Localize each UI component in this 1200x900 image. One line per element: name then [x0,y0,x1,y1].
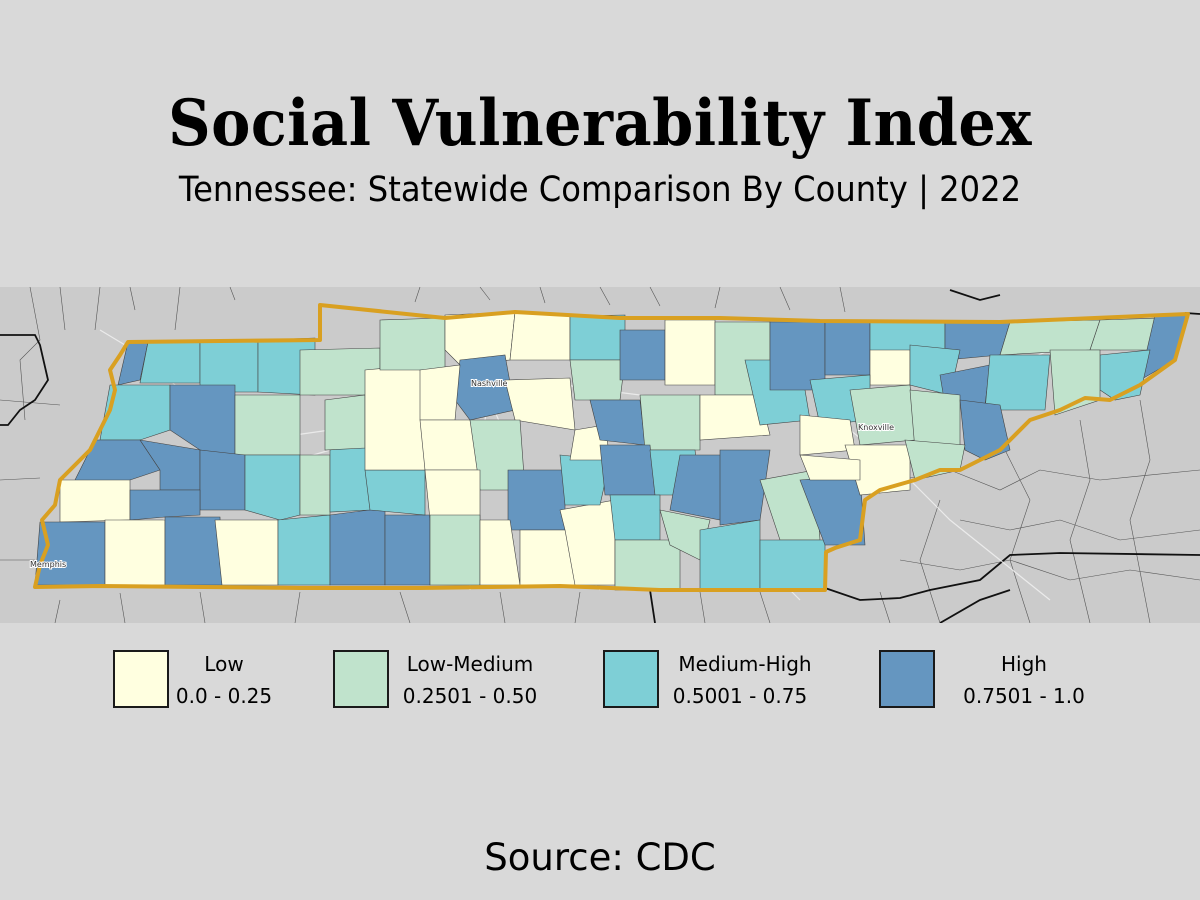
tennessee-outline [33,303,1190,592]
county-carroll [234,394,301,456]
county-union [869,349,911,386]
county-weakley [199,340,259,393]
page-subtitle: Tennessee: Statewide Comparison By Count… [178,170,1022,210]
city-label-memphis: Memphis [30,560,66,569]
county-monroe-n [799,454,861,481]
legend-range: 0.2501 - 0.50 [402,684,538,708]
choropleth-map: Nashville Knoxville Memphis [0,287,1200,623]
legend-item-medium-high: Medium-High 0.5001 - 0.75 [603,650,833,712]
legend-range: 0.7501 - 1.0 [963,684,1085,708]
county-cumberland [699,394,771,441]
county-haywood [129,489,201,521]
county-polygons [34,311,1189,591]
county-bedford [507,469,566,531]
county-fayette [104,519,166,586]
county-warren [599,444,656,496]
legend-swatch-high [879,650,935,708]
city-label-knoxville: Knoxville [858,423,894,432]
tennessee-county-map: Nashville Knoxville Memphis [0,287,1200,623]
legend-label: Low-Medium [406,652,534,676]
county-maury [424,469,481,521]
county-montgomery [379,317,446,371]
county-marion [614,539,681,591]
county-gibson [169,384,236,456]
county-cocke [959,399,1011,461]
county-henderson [244,454,301,521]
county-putnam [639,394,701,451]
source-credit: Source: CDC [484,836,716,879]
legend-range: 0.5001 - 0.75 [672,684,808,708]
county-madison [199,449,246,511]
legend-swatch-low-medium [333,650,389,708]
county-lewis [364,469,426,516]
legend-item-low: Low 0.0 - 0.25 [113,650,283,712]
legend-item-low-medium: Low-Medium 0.2501 - 0.50 [333,650,563,712]
county-macon [569,314,626,361]
county-bradley [759,539,826,591]
county-lawrence [384,514,431,586]
county-franklin [559,499,616,586]
county-dickson-hickman [364,364,426,471]
legend-label: Medium-High [678,652,812,676]
county-cheatham [419,364,461,421]
county-benton-humphreys [324,394,366,451]
county-perry [329,444,371,513]
county-giles [429,514,481,586]
county-sumner [509,311,571,361]
county-knox [849,384,916,446]
city-label-nashville: Nashville [471,379,508,388]
county-clay [619,329,666,381]
county-grundy [609,494,661,541]
county-smith [569,359,626,401]
county-decatur [299,454,331,516]
county-hamilton [699,519,761,591]
legend-swatch-medium-high [603,650,659,708]
legend-swatch-low [113,650,169,708]
legend-label: High [1001,652,1047,676]
county-greene [984,354,1051,411]
county-tipton [59,479,131,523]
legend-item-high: High 0.7501 - 1.0 [879,650,1109,712]
county-hardin [277,514,331,586]
county-obion [139,341,201,384]
county-washington [1049,349,1101,416]
legend-label: Low [204,652,244,676]
county-claiborne [824,321,871,376]
county-wayne [329,507,386,586]
county-pickett-fentress [664,319,716,386]
county-hardeman [164,516,223,586]
legend: Low 0.0 - 0.25 Low-Medium 0.2501 - 0.50 … [0,650,1200,714]
page-title: Social Vulnerability Index [168,86,1032,161]
basemap-state-lines [0,289,1200,623]
legend-range: 0.0 - 0.25 [175,684,273,708]
county-mcnairy [214,519,279,586]
